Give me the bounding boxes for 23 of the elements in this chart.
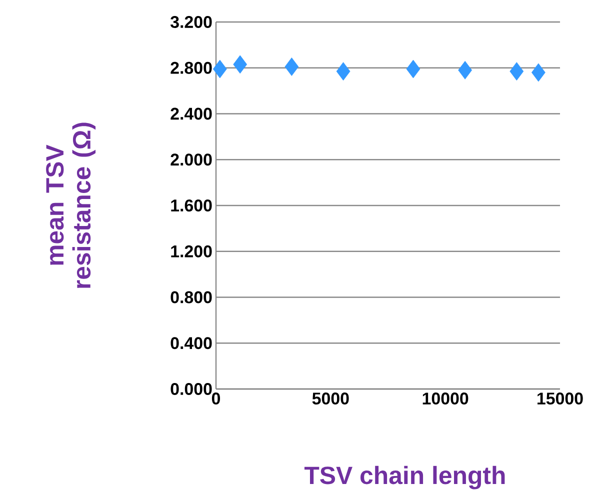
point — [406, 60, 420, 78]
y-tick-label: 1.600 — [171, 200, 212, 212]
y-tick-label: 0.400 — [170, 337, 212, 350]
y-tick-label: 0.000 — [170, 383, 212, 395]
point — [510, 62, 524, 81]
x-axis-title: TSV chain length — [304, 466, 505, 490]
x-tick-label: 5000 — [312, 392, 349, 405]
point — [212, 60, 227, 78]
point — [284, 58, 299, 76]
x-tick-label: 0 — [212, 392, 220, 405]
y-axis-title: mean TSV resistance (Ω) — [46, 122, 96, 288]
y-tick-label: 3.200 — [170, 16, 212, 28]
point — [458, 60, 472, 80]
y-tick-label: 2.400 — [170, 108, 212, 120]
x-tick-label: 15000 — [538, 392, 583, 405]
y-tick-label: 2.800 — [170, 62, 212, 74]
x-tick-label: 10000 — [422, 392, 468, 405]
y-tick-label: 1.200 — [171, 245, 212, 258]
point — [233, 55, 248, 74]
y-tick-label: 2.000 — [170, 154, 212, 166]
point — [531, 63, 546, 82]
y-tick-label: 0.800 — [170, 291, 212, 304]
point — [336, 62, 350, 81]
